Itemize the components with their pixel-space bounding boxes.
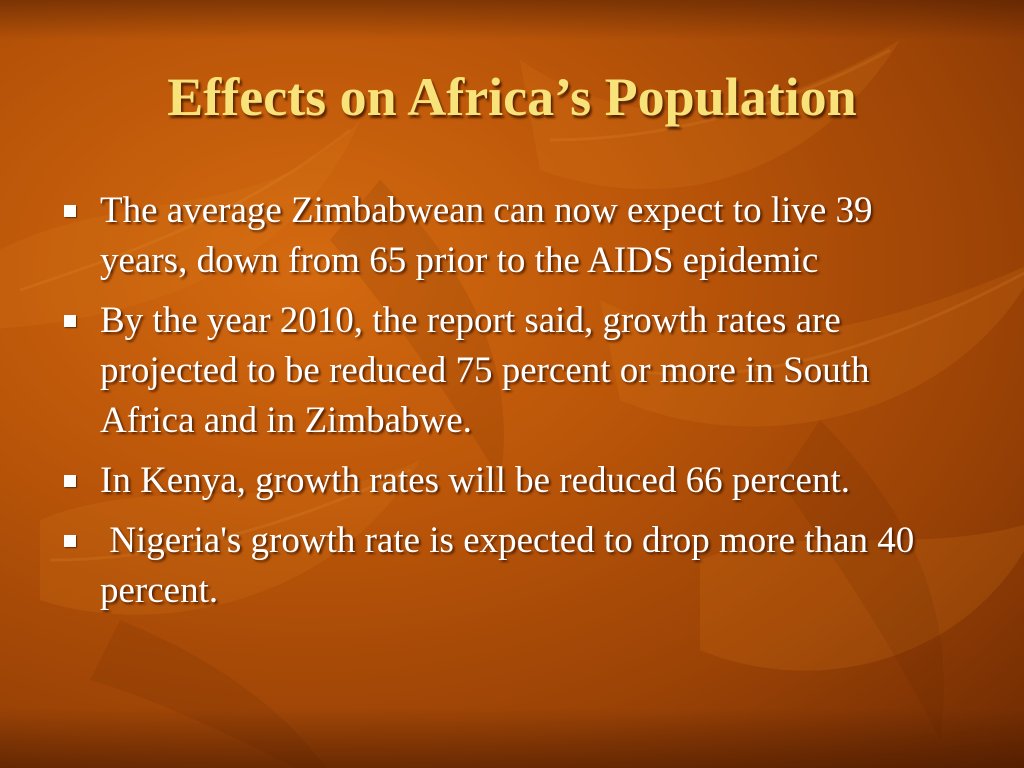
square-bullet-icon xyxy=(64,315,76,327)
bullet-text: The average Zimbabwean can now expect to… xyxy=(100,190,873,281)
bullet-item: By the year 2010, the report said, growt… xyxy=(62,296,967,446)
square-bullet-icon xyxy=(64,475,76,487)
slide-title: Effects on Africa’s Population xyxy=(167,67,857,127)
bullet-text: Nigeria's growth rate is expected to dro… xyxy=(100,520,924,611)
bullet-text: By the year 2010, the report said, growt… xyxy=(100,300,870,441)
square-bullet-icon xyxy=(64,205,76,217)
bullet-list: The average Zimbabwean can now expect to… xyxy=(62,186,967,626)
bullet-text: In Kenya, growth rates will be reduced 6… xyxy=(100,460,850,501)
bullet-item: In Kenya, growth rates will be reduced 6… xyxy=(62,456,967,506)
square-bullet-icon xyxy=(64,535,76,547)
bullet-item: The average Zimbabwean can now expect to… xyxy=(62,186,967,286)
bullet-item: Nigeria's growth rate is expected to dro… xyxy=(62,516,967,616)
